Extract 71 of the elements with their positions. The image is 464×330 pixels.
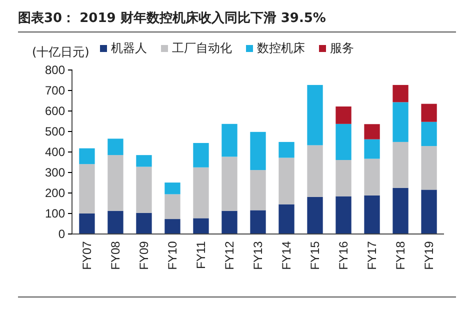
y-tick-label: 100 (44, 206, 66, 220)
y-tick-label: 600 (44, 104, 66, 118)
y-tick-label: 800 (44, 62, 66, 77)
bar (164, 194, 180, 220)
bar (364, 158, 380, 196)
bar (222, 156, 238, 211)
bar (250, 210, 266, 234)
bar (136, 155, 152, 167)
bar (193, 218, 209, 234)
x-tick-label: FY17 (365, 240, 380, 270)
bar (421, 190, 437, 234)
bar (79, 214, 95, 234)
x-tick-label: FY09 (137, 240, 152, 270)
x-tick-label: FY10 (166, 240, 180, 270)
bar (364, 139, 380, 159)
legend-label: 数控机床 (257, 41, 305, 55)
x-tick-label: FY07 (80, 240, 94, 270)
bar (79, 164, 95, 214)
x-tick-label: FY12 (222, 240, 237, 270)
legend-label: 机器人 (111, 41, 147, 55)
y-tick-label: 0 (58, 226, 66, 241)
x-tick-label: FY15 (308, 240, 322, 270)
legend-label: 服务 (330, 41, 354, 55)
bar (364, 195, 380, 234)
bar (164, 219, 180, 234)
bar (392, 142, 408, 188)
x-tick-label: FY13 (251, 240, 266, 270)
bar (307, 145, 323, 197)
bar (364, 124, 380, 140)
bar (164, 182, 180, 194)
y-tick-label: 200 (44, 186, 66, 200)
chart-title: 图表30： 2019 财年数控机床收入同比下滑 39.5% (18, 10, 326, 26)
bar (250, 170, 266, 210)
y-tick-label: 700 (44, 83, 66, 98)
bar (108, 210, 124, 234)
x-tick-label: FY16 (336, 240, 351, 270)
bar (392, 84, 408, 102)
bar (392, 102, 408, 142)
bar (250, 132, 266, 170)
bar (136, 166, 152, 213)
x-tick-label: FY14 (280, 240, 294, 270)
bar (392, 188, 408, 234)
bar (222, 124, 238, 157)
bar (421, 146, 437, 190)
bar (193, 142, 209, 168)
y-tick-label: 500 (44, 124, 66, 138)
x-tick-label: FY19 (422, 240, 436, 270)
bar (307, 84, 323, 146)
bar (336, 124, 352, 160)
x-tick-label: FY11 (194, 240, 208, 269)
bar (336, 160, 352, 196)
bar (336, 196, 352, 234)
bar (222, 210, 238, 234)
bar (108, 138, 124, 156)
bar (278, 204, 294, 234)
x-tick-label: FY18 (394, 240, 408, 270)
bar (278, 158, 294, 204)
y-axis-title: (十亿日元) (32, 45, 90, 59)
bar (421, 104, 437, 122)
bar (193, 167, 209, 218)
y-tick-label: 300 (44, 165, 66, 180)
y-tick-label: 400 (44, 144, 66, 159)
bar (136, 212, 152, 234)
bar (108, 155, 124, 211)
bar (79, 148, 95, 164)
bar (307, 196, 323, 234)
bar (421, 122, 437, 146)
bar (336, 106, 352, 124)
x-tick-label: FY08 (108, 240, 123, 270)
bar (278, 142, 294, 158)
legend-label: 工厂自动化 (172, 41, 232, 55)
